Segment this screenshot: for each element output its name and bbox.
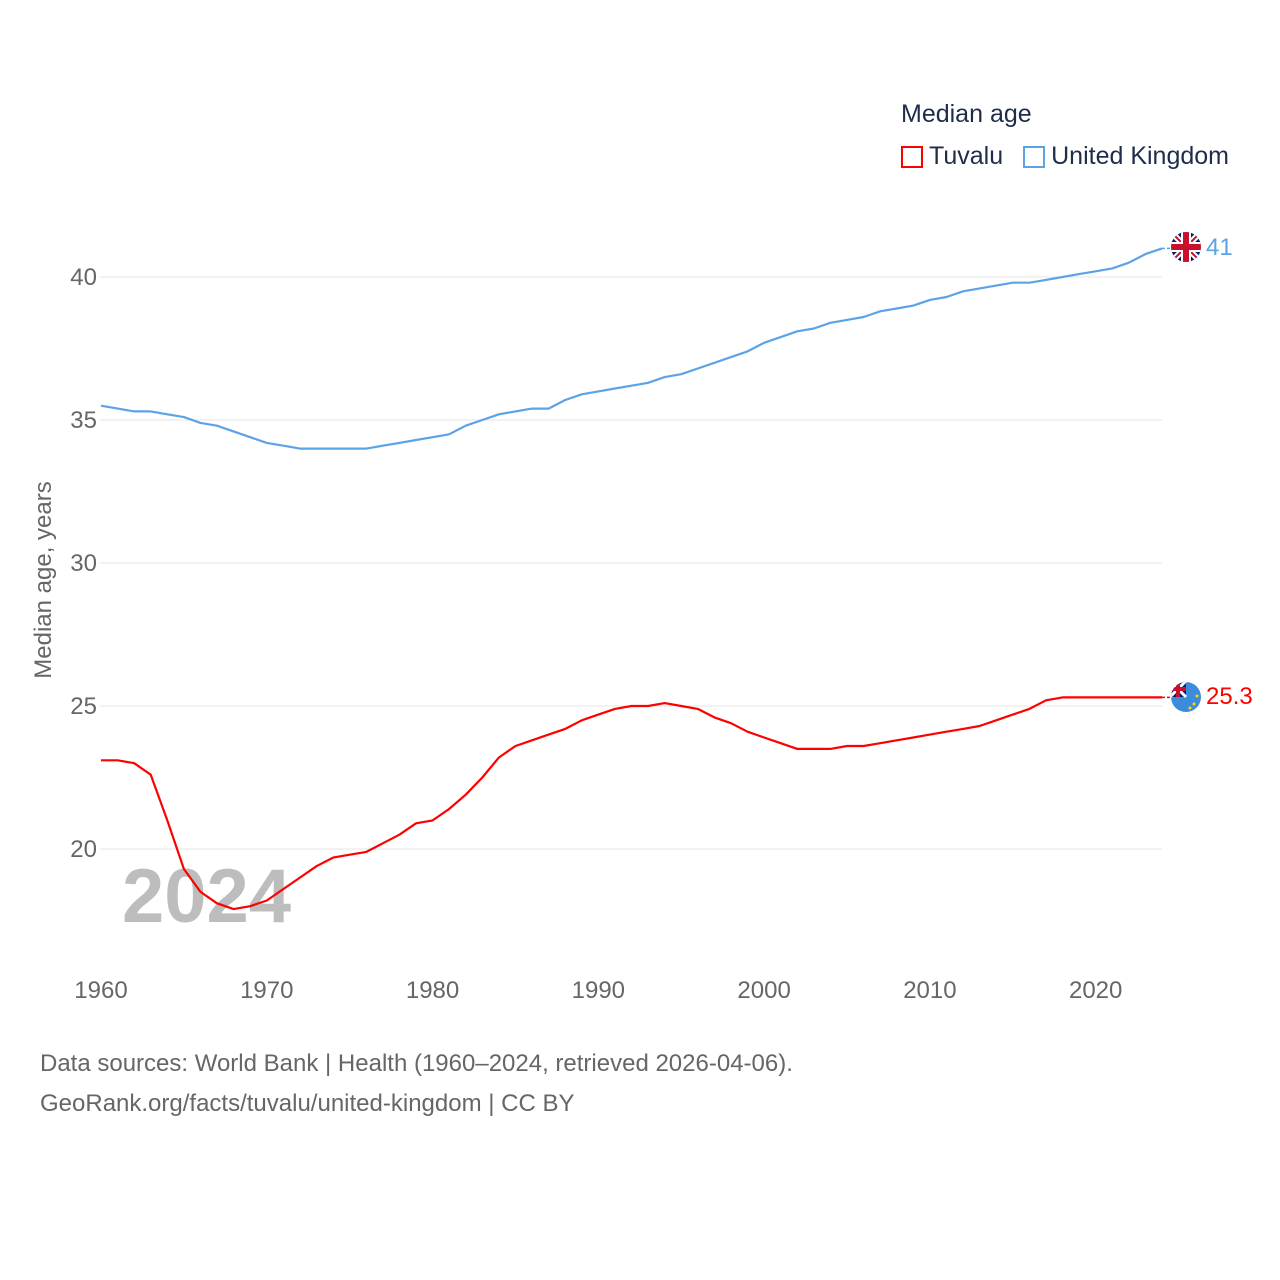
series-line-united-kingdom (100, 247, 1163, 450)
source-link[interactable]: GeoRank.org/facts/tuvalu/united-kingdom … (40, 1090, 575, 1117)
x-axis-ticks: 1960 1970 1980 1990 2000 2010 2020 (74, 977, 1122, 1004)
legend-title: Median age (901, 100, 1032, 128)
tuvalu-end-label: 25.3 (1206, 683, 1253, 710)
y-tick-label: 25 (70, 693, 97, 720)
footer: Data sources: World Bank | Health (1960–… (40, 1044, 793, 1124)
legend-swatch (901, 145, 923, 168)
x-tick-label: 2020 (1069, 977, 1122, 1004)
data-source-text: Data sources: World Bank | Health (1960–… (40, 1050, 793, 1077)
x-tick-label: 1980 (406, 977, 459, 1004)
y-tick-label: 35 (70, 407, 97, 434)
legend-label: Tuvalu (929, 142, 1004, 170)
legend: Tuvalu United Kingdom (901, 142, 1249, 171)
tuvalu-flag-icon (1171, 682, 1201, 712)
y-axis-label: Median age, years (30, 481, 57, 678)
legend-swatch (1023, 145, 1046, 168)
series-line-tuvalu (101, 696, 1162, 911)
gridlines (100, 276, 1162, 850)
uk-end-label: 41 (1206, 234, 1233, 261)
x-tick-label: 1960 (74, 977, 127, 1004)
y-tick-label: 40 (70, 264, 97, 291)
legend-item-tuvalu[interactable]: Tuvalu (901, 142, 1003, 171)
x-tick-label: 2010 (903, 977, 956, 1004)
legend-item-united-kingdom[interactable]: United Kingdom (1023, 142, 1229, 171)
x-tick-label: 2000 (737, 977, 790, 1004)
x-tick-label: 1970 (240, 977, 293, 1004)
y-tick-label: 20 (70, 836, 97, 863)
x-tick-label: 1990 (572, 977, 625, 1004)
y-axis-ticks: 20 25 30 35 40 (70, 264, 97, 863)
uk-flag-icon (1171, 232, 1201, 262)
legend-label: United Kingdom (1051, 142, 1229, 170)
series-lines (100, 247, 1172, 911)
y-tick-label: 30 (70, 550, 97, 577)
